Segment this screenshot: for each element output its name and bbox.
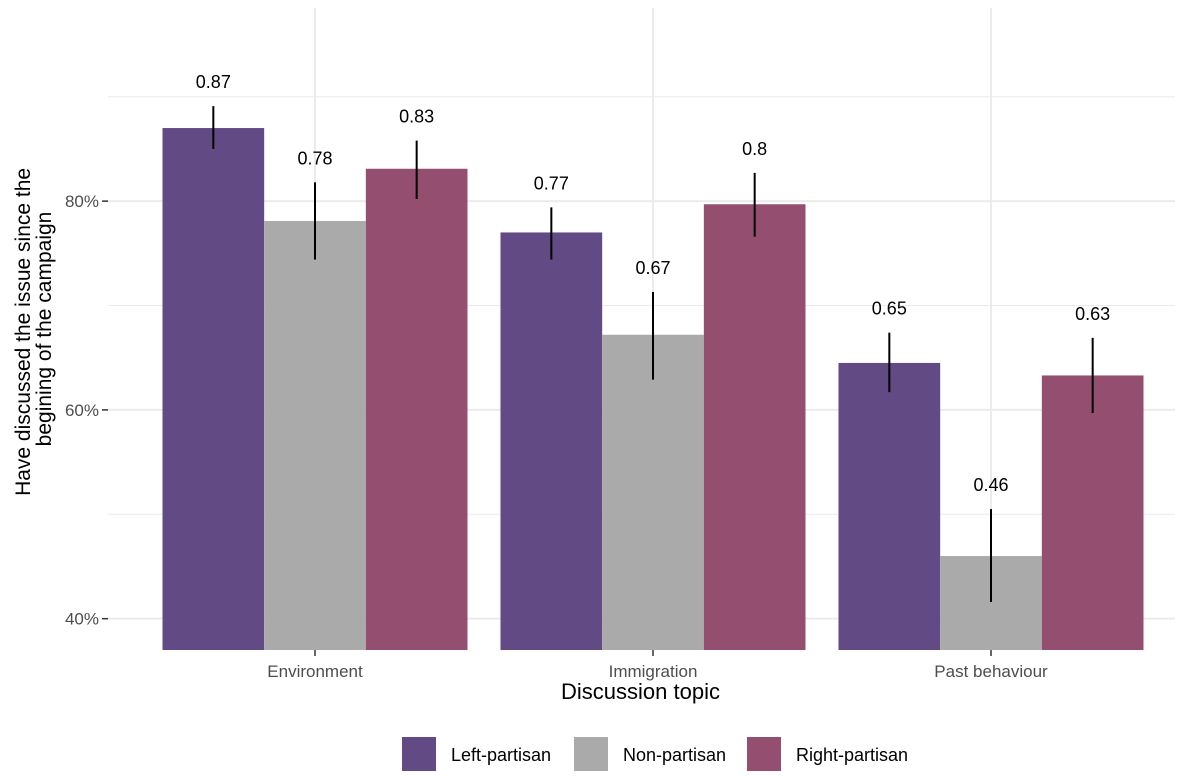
legend-label: Left-partisan <box>451 745 551 765</box>
y-tick-label: 80% <box>65 192 99 211</box>
legend-label: Right-partisan <box>796 745 908 765</box>
legend-key <box>402 737 436 771</box>
data-label: 0.63 <box>1075 304 1110 324</box>
legend: Left-partisan Non-partisan Right-partisan <box>402 737 908 771</box>
x-tick-label: Past behaviour <box>934 662 1048 681</box>
y-axis-title: Have discussed the issue since the begin… <box>12 162 56 496</box>
bars <box>162 128 1144 651</box>
data-label: 0.87 <box>196 72 231 92</box>
y-axis-title-line-2: begining of the campaign <box>33 212 56 447</box>
error-bars <box>212 106 1094 602</box>
legend-key <box>747 737 781 771</box>
bar <box>365 168 468 650</box>
legend-label: Non-partisan <box>623 745 726 765</box>
y-tick-label: 60% <box>65 401 99 420</box>
data-label: 0.65 <box>872 299 907 319</box>
x-tick-label: Immigration <box>609 662 698 681</box>
bar <box>264 220 366 650</box>
bar <box>162 128 265 651</box>
bar <box>1041 375 1144 650</box>
bar <box>838 362 941 650</box>
data-label: 0.83 <box>399 107 434 127</box>
data-label: 0.8 <box>742 139 767 159</box>
data-label: 0.77 <box>534 173 569 193</box>
x-tick-label: Environment <box>267 662 363 681</box>
x-axis-title: Discussion topic <box>561 679 720 704</box>
data-label: 0.67 <box>635 258 670 278</box>
bar <box>500 232 603 650</box>
data-labels: 0.87 0.78 0.83 0.77 0.67 0.8 0.65 0.46 0.63 <box>196 72 1110 495</box>
y-axis-title-line-1: Have discussed the issue since the <box>12 168 35 496</box>
y-tick-label: 40% <box>65 610 99 629</box>
axes: 40% 60% 80% Environment Immigration Past beha… <box>65 192 1048 681</box>
data-label: 0.78 <box>297 148 332 168</box>
bar <box>703 204 806 650</box>
bar <box>602 334 704 650</box>
data-label: 0.46 <box>973 475 1008 495</box>
legend-key <box>574 737 608 771</box>
